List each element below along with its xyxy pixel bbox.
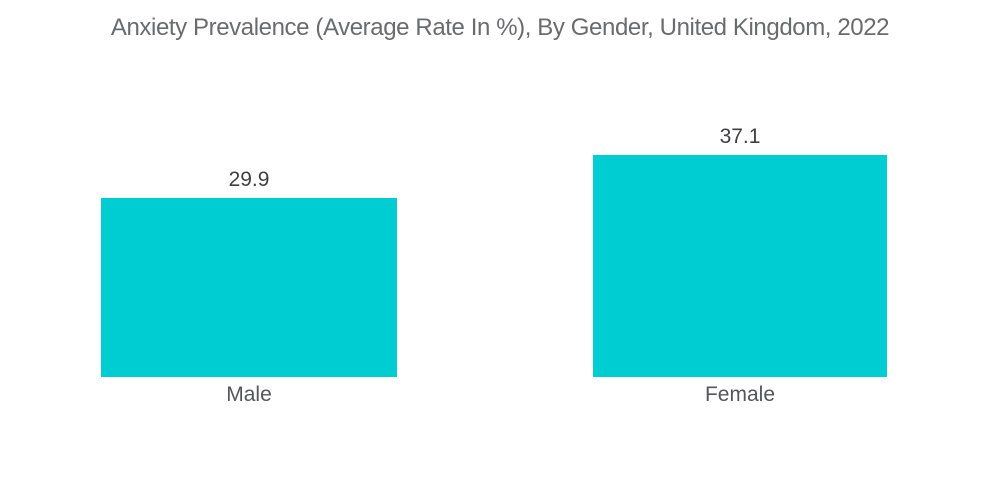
x-axis-label-female: Female <box>704 383 776 406</box>
x-axis-label-male: Male <box>226 383 272 406</box>
bar-male <box>101 198 397 377</box>
chart-title: Anxiety Prevalence (Average Rate In %), … <box>110 14 890 41</box>
bar-group-female: 37.1 <box>593 126 887 377</box>
value-label-male: 29.9 <box>228 168 270 191</box>
bar-group-male: 29.9 <box>101 169 397 377</box>
value-label-female: 37.1 <box>719 125 761 148</box>
bar-female <box>593 155 887 377</box>
